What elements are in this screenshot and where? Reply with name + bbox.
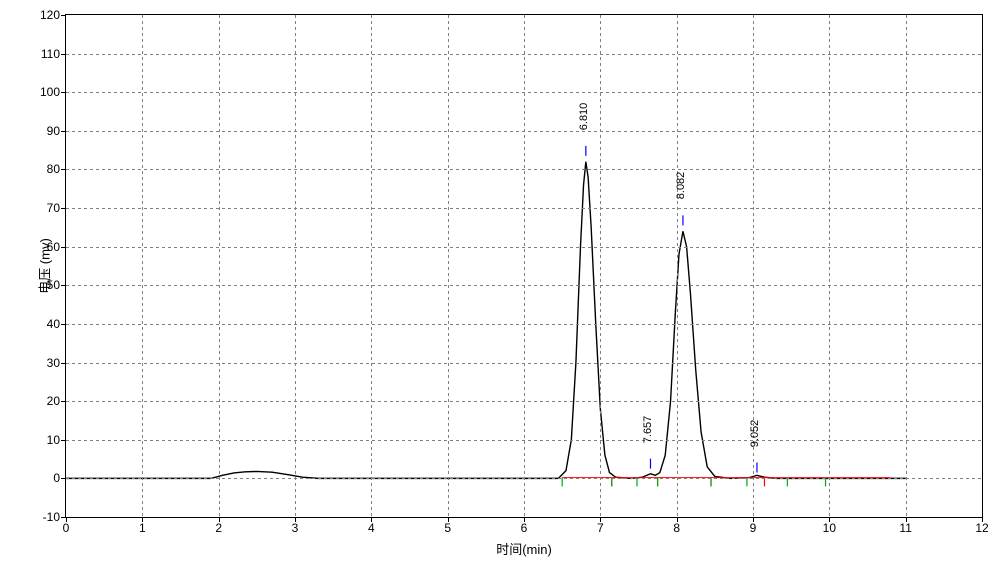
peak-label: 7.657 bbox=[642, 415, 654, 443]
x-tick-label: 7 bbox=[597, 517, 604, 535]
grid-line bbox=[677, 15, 678, 517]
grid-line bbox=[142, 15, 143, 517]
plot-area: 电压 (mv) 时间(min) -10010203040506070809010… bbox=[65, 14, 983, 518]
y-tick-label: 60 bbox=[47, 240, 66, 254]
x-tick-label: 8 bbox=[673, 517, 680, 535]
y-tick-label: 110 bbox=[41, 47, 66, 61]
grid-line bbox=[448, 15, 449, 517]
x-tick-label: 3 bbox=[292, 517, 299, 535]
grid-line bbox=[295, 15, 296, 517]
peak-label: 6.810 bbox=[578, 103, 590, 131]
grid-line bbox=[371, 15, 372, 517]
chromatogram-chart: 电压 (mv) 时间(min) -10010203040506070809010… bbox=[0, 0, 1000, 572]
y-tick-label: 80 bbox=[47, 162, 66, 176]
x-tick-label: 9 bbox=[750, 517, 757, 535]
grid-line bbox=[524, 15, 525, 517]
x-axis-label: 时间(min) bbox=[496, 539, 552, 558]
x-tick-label: 11 bbox=[899, 517, 911, 535]
grid-line bbox=[829, 15, 830, 517]
x-tick-label: 5 bbox=[444, 517, 451, 535]
x-tick-label: 1 bbox=[139, 517, 146, 535]
chromatogram-trace bbox=[66, 162, 906, 479]
grid-line bbox=[906, 15, 907, 517]
x-tick-label: 0 bbox=[63, 517, 70, 535]
grid-line bbox=[219, 15, 220, 517]
x-tick-label: 6 bbox=[521, 517, 528, 535]
y-tick-label: 90 bbox=[47, 124, 66, 138]
y-tick-label: 40 bbox=[47, 317, 66, 331]
y-tick-label: 120 bbox=[40, 8, 66, 22]
x-tick-label: 4 bbox=[368, 517, 375, 535]
y-tick-label: 0 bbox=[53, 471, 66, 485]
y-tick-label: 100 bbox=[40, 85, 66, 99]
y-tick-label: 50 bbox=[47, 278, 66, 292]
x-tick-label: 2 bbox=[215, 517, 222, 535]
y-tick-label: 30 bbox=[47, 356, 66, 370]
x-tick-label: 10 bbox=[823, 517, 836, 535]
peak-label: 8.082 bbox=[675, 172, 687, 200]
y-tick-label: 70 bbox=[47, 201, 66, 215]
x-tick-label: 12 bbox=[975, 517, 988, 535]
y-tick-label: 20 bbox=[47, 394, 66, 408]
y-tick-label: 10 bbox=[47, 433, 66, 447]
peak-label: 9.052 bbox=[749, 419, 761, 447]
grid-line bbox=[600, 15, 601, 517]
